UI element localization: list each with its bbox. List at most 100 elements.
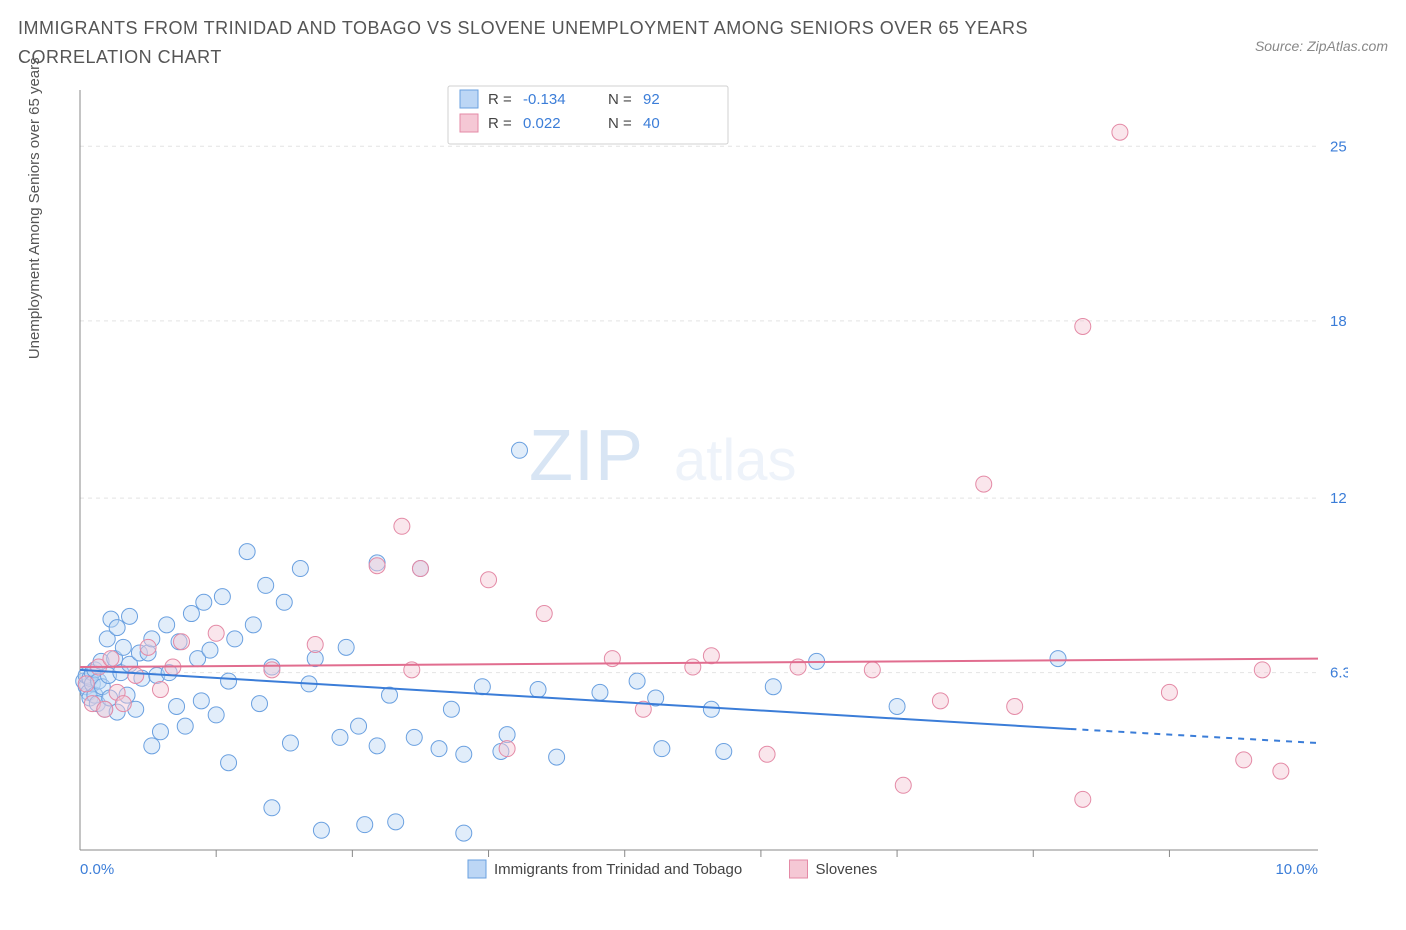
data-point [78, 676, 94, 692]
legend-swatch [468, 860, 486, 878]
chart-svg: 6.3% 12.5% 18.8% 25.0% ZIP atlas 0.0% 10.0% R =-… [18, 80, 1348, 910]
data-point [122, 608, 138, 624]
data-point [292, 560, 308, 576]
data-point [177, 718, 193, 734]
data-point [895, 777, 911, 793]
data-point [864, 661, 880, 677]
data-point [208, 706, 224, 722]
data-point [1236, 752, 1252, 768]
data-point [889, 698, 905, 714]
legend-swatch [790, 860, 808, 878]
data-point [221, 754, 237, 770]
watermark: ZIP [529, 416, 644, 496]
y-tick-label: 18.8% [1330, 312, 1348, 329]
svg-text:R =: R = [488, 91, 512, 108]
svg-text:-0.134: -0.134 [523, 91, 566, 108]
data-point [140, 639, 156, 655]
data-point [128, 667, 144, 683]
legend-label: Immigrants from Trinidad and Tobago [494, 861, 742, 878]
data-point [1075, 318, 1091, 334]
data-point [456, 825, 472, 841]
data-point [221, 673, 237, 689]
data-point [332, 729, 348, 745]
data-point [169, 698, 185, 714]
data-point [103, 650, 119, 666]
data-point [351, 718, 367, 734]
data-point [499, 740, 515, 756]
data-point [412, 560, 428, 576]
data-point [406, 729, 422, 745]
data-point [976, 476, 992, 492]
data-point [481, 571, 497, 587]
data-point [144, 737, 160, 753]
page-title: IMMIGRANTS FROM TRINIDAD AND TOBAGO VS S… [18, 14, 1138, 72]
data-point [703, 701, 719, 717]
data-point [1273, 763, 1289, 779]
data-point [443, 701, 459, 717]
scatter-chart: Unemployment Among Seniors over 65 years… [18, 80, 1388, 910]
data-point [394, 518, 410, 534]
data-point [338, 639, 354, 655]
data-point [227, 630, 243, 646]
data-point [214, 588, 230, 604]
legend-swatch [460, 114, 478, 132]
source-credit: Source: ZipAtlas.com [1255, 38, 1388, 54]
legend-swatch [460, 90, 478, 108]
data-point [159, 616, 175, 632]
data-point [208, 625, 224, 641]
data-point [765, 678, 781, 694]
y-tick-label: 12.5% [1330, 490, 1348, 507]
data-point [1075, 791, 1091, 807]
data-point [174, 633, 190, 649]
data-point [258, 577, 274, 593]
data-point [115, 639, 131, 655]
data-point [152, 681, 168, 697]
legend-label: Slovenes [816, 861, 878, 878]
x-tick-label: 0.0% [80, 861, 114, 878]
svg-text:92: 92 [643, 91, 660, 108]
data-point [245, 616, 261, 632]
svg-text:R =: R = [488, 115, 512, 132]
trend-line [80, 669, 1070, 728]
data-point [152, 723, 168, 739]
data-point [357, 816, 373, 832]
data-point [369, 557, 385, 573]
data-point [1007, 698, 1023, 714]
data-point [313, 822, 329, 838]
svg-text:40: 40 [643, 115, 660, 132]
data-point [592, 684, 608, 700]
data-point [511, 442, 527, 458]
data-point [115, 695, 131, 711]
data-point [530, 681, 546, 697]
data-point [196, 594, 212, 610]
data-point [932, 692, 948, 708]
data-point [282, 735, 298, 751]
y-axis-label: Unemployment Among Seniors over 65 years [26, 57, 43, 359]
data-point [629, 673, 645, 689]
data-point [202, 642, 218, 658]
data-point [431, 740, 447, 756]
data-point [239, 543, 255, 559]
data-point [276, 594, 292, 610]
data-point [1112, 124, 1128, 140]
x-tick-label: 10.0% [1275, 861, 1318, 878]
data-point [183, 605, 199, 621]
data-point [109, 619, 125, 635]
y-tick-label: 6.3% [1330, 664, 1348, 681]
data-point [549, 749, 565, 765]
data-point [716, 743, 732, 759]
data-point [456, 746, 472, 762]
data-point [1050, 650, 1066, 666]
svg-text:N =: N = [608, 91, 632, 108]
data-point [264, 661, 280, 677]
data-point [1161, 684, 1177, 700]
watermark: atlas [674, 428, 797, 493]
svg-text:0.022: 0.022 [523, 115, 561, 132]
data-point [759, 746, 775, 762]
y-tick-label: 25.0% [1330, 138, 1348, 155]
data-point [193, 692, 209, 708]
data-point [388, 813, 404, 829]
data-point [264, 799, 280, 815]
data-point [654, 740, 670, 756]
data-point [252, 695, 268, 711]
